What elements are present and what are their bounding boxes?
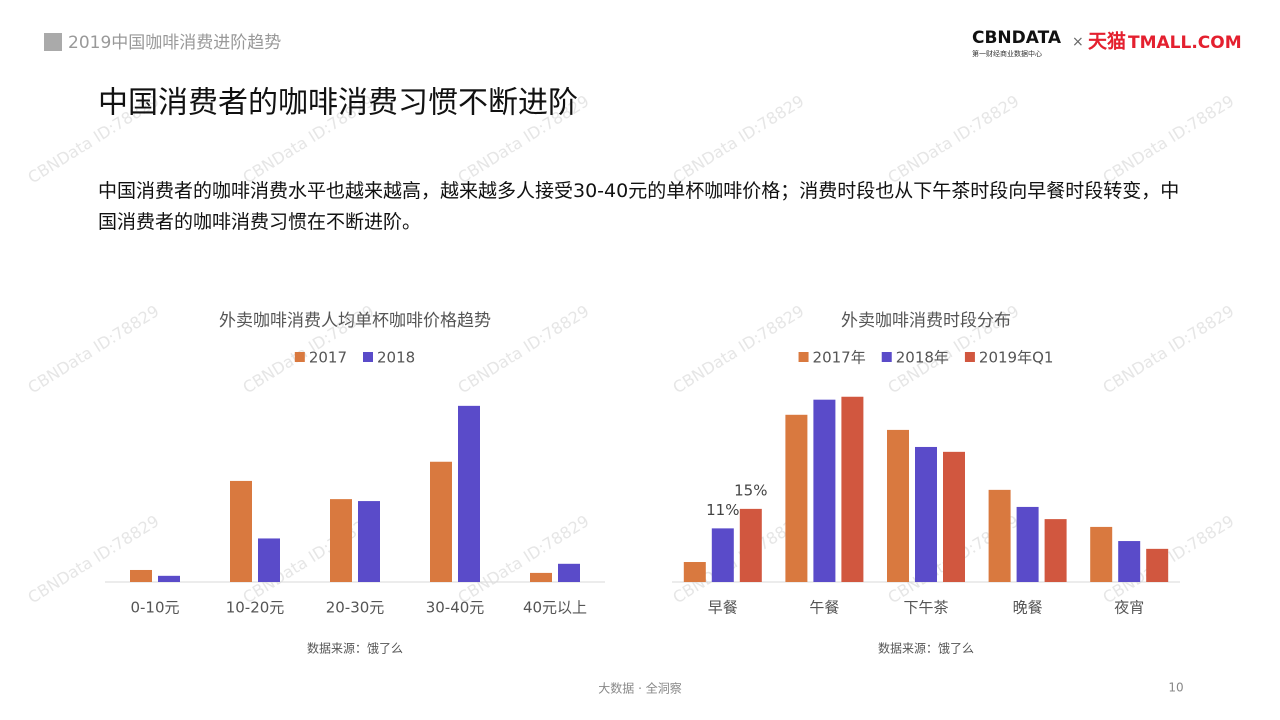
legend-label: 2017 <box>309 349 347 367</box>
footer-slogan: 大数据 · 全洞察 <box>598 681 681 696</box>
bar <box>683 562 706 582</box>
watermark: CBNData ID:78829 <box>669 91 807 187</box>
legend-label: 2018 <box>377 349 415 367</box>
page-number: 10 <box>1168 681 1183 695</box>
logo-tmall-en: TMALL.COM <box>1128 33 1242 53</box>
legend-swatch <box>294 352 305 362</box>
x-tick-label: 下午茶 <box>903 599 948 617</box>
bar <box>943 451 965 582</box>
bar <box>258 538 280 582</box>
source-note: 数据来源：饿了么 <box>307 641 403 656</box>
watermark: CBNData ID:78829 <box>669 301 807 397</box>
legend-label: 2017年 <box>813 349 866 367</box>
bar <box>785 414 808 582</box>
legend-label: 2018年 <box>896 349 949 367</box>
watermark: CBNData ID:78829 <box>884 91 1022 187</box>
watermark: CBNData ID:78829 <box>24 301 162 397</box>
section-icon <box>44 33 62 51</box>
source-note: 数据来源：饿了么 <box>878 641 974 656</box>
x-tick-label: 10-20元 <box>226 599 285 617</box>
data-label: 15% <box>734 481 767 499</box>
bar <box>458 405 480 582</box>
bar <box>558 563 580 582</box>
x-tick-label: 40元以上 <box>523 599 587 617</box>
chart-title: 外卖咖啡消费时段分布 <box>841 311 1011 331</box>
description: 中国消费者的咖啡消费水平也越来越高，越来越多人接受30-40元的单杯咖啡价格；消… <box>98 180 1180 233</box>
watermark: CBNData ID:78829 <box>24 511 162 607</box>
section-title: 2019中国咖啡消费进阶趋势 <box>68 33 281 53</box>
x-tick-label: 午餐 <box>809 599 839 617</box>
slide-title: 中国消费者的咖啡消费习惯不断进阶 <box>98 86 578 121</box>
chart-title: 外卖咖啡消费人均单杯咖啡价格趋势 <box>219 311 491 331</box>
bar <box>1118 541 1141 582</box>
bar <box>330 499 352 582</box>
x-tick-label: 晚餐 <box>1013 599 1043 617</box>
bar <box>530 572 552 582</box>
watermark: CBNData ID:78829 <box>1099 91 1237 187</box>
x-tick-label: 早餐 <box>708 599 738 617</box>
logo-tmall-cn: 天猫 <box>1088 30 1126 53</box>
x-tick-label: 夜宵 <box>1114 599 1144 617</box>
bar <box>1044 519 1067 582</box>
logo-cbndata-sub: 第一财经商业数据中心 <box>972 49 1042 58</box>
bar <box>1016 506 1039 582</box>
bar <box>887 429 909 582</box>
bar <box>130 569 152 582</box>
legend-swatch <box>964 352 975 362</box>
bar <box>358 501 380 582</box>
bar <box>430 461 452 582</box>
x-tick-label: 20-30元 <box>326 599 385 617</box>
bar <box>1146 548 1169 582</box>
bar <box>988 489 1011 582</box>
bar <box>915 446 937 582</box>
logo-cbndata: CBNDATA <box>972 28 1062 48</box>
bar <box>230 480 252 582</box>
bar <box>813 399 836 582</box>
bar <box>841 396 864 582</box>
watermark: CBNData ID:78829 <box>1099 301 1237 397</box>
legend-swatch <box>798 352 809 362</box>
x-tick-label: 0-10元 <box>130 599 179 617</box>
x-tick-label: 30-40元 <box>426 599 485 617</box>
bar <box>711 528 734 582</box>
logo-times: × <box>1072 34 1084 50</box>
legend-swatch <box>363 352 373 362</box>
bar <box>739 508 762 582</box>
bar <box>158 575 180 582</box>
bar <box>1090 526 1113 582</box>
legend-label: 2019年Q1 <box>979 349 1054 367</box>
data-label: 11% <box>706 501 739 519</box>
legend-swatch <box>881 352 892 362</box>
